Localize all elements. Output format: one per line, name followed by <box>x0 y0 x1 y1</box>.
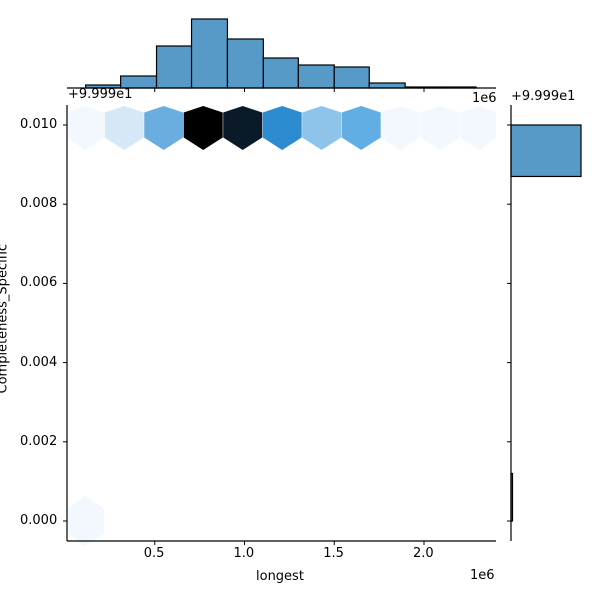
x-axis-label: longest <box>256 569 304 584</box>
hexbin-cell <box>341 106 381 150</box>
hexbin-cell <box>144 106 184 150</box>
histogram-bar <box>262 57 299 89</box>
main-y-ticks <box>63 124 67 522</box>
y-tick-label: 0.000 <box>20 513 58 528</box>
main-x-ticks <box>154 541 425 545</box>
y-tick-label: 0.008 <box>20 196 58 212</box>
hexbin-cell <box>223 106 263 150</box>
x-tick-label: 0.5 <box>143 546 165 561</box>
hexbin-cells <box>68 106 496 546</box>
marginal-y-histogram <box>510 124 582 522</box>
x-tick-label: 1.5 <box>323 546 344 561</box>
hexbin-cell <box>104 106 144 150</box>
x-tick-label: 2.0 <box>413 546 434 561</box>
hexbin-cell <box>183 106 223 150</box>
histogram-bar <box>190 18 229 89</box>
right-hist-ticks <box>507 124 511 522</box>
histogram-bar <box>368 82 406 89</box>
histogram-bar <box>333 66 370 89</box>
histogram-bar <box>510 124 582 178</box>
hexbin-cell <box>262 106 302 150</box>
y-axis-label: Completeness_Specific <box>0 243 11 394</box>
hexbin-cell <box>420 106 460 150</box>
histogram-bar <box>226 38 264 89</box>
hexbin-cell <box>302 106 342 150</box>
main-y-offset-label: +9.999e1 <box>68 87 133 102</box>
hexbin-cell <box>381 106 421 150</box>
right-y-offset-label: +9.999e1 <box>511 89 576 104</box>
hexbin-cell <box>68 106 105 150</box>
y-tick-label: 0.004 <box>20 354 58 370</box>
hexbin-cell <box>68 496 105 546</box>
top-x-scale-label: 1e6 <box>472 91 497 106</box>
histogram-bar <box>155 45 193 89</box>
hexbin-cell <box>460 106 496 150</box>
x-tick-label: 1.0 <box>233 546 255 561</box>
marginal-x-histogram <box>85 18 477 89</box>
y-tick-label: 0.010 <box>20 117 58 132</box>
histogram-bar <box>297 64 335 89</box>
top-hist-ticks <box>154 88 425 92</box>
y-tick-label: 0.006 <box>20 275 58 291</box>
y-tick-label: 0.002 <box>20 433 58 449</box>
x-scale-label: 1e6 <box>470 568 495 583</box>
